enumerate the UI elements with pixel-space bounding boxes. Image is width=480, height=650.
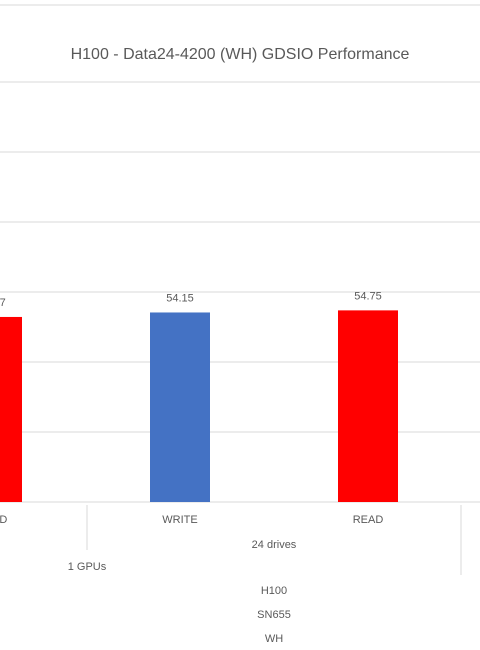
- group-label: SN655: [257, 609, 291, 621]
- data-label: 52.87: [0, 297, 6, 309]
- group-label: WH: [265, 633, 283, 645]
- x-tick-label: READ: [0, 514, 7, 526]
- chart-title: H100 - Data24-4200 (WH) GDSIO Performanc…: [71, 46, 410, 63]
- x-tick-label: READ: [353, 514, 384, 526]
- data-label: 54.15: [166, 292, 194, 304]
- data-label: 54.75: [354, 290, 382, 302]
- bar: [338, 310, 398, 502]
- group-label: 24 drives: [252, 539, 297, 551]
- bar: [0, 316, 22, 502]
- group-label: 1 GPUs: [68, 561, 107, 573]
- group-label: H100: [261, 585, 287, 597]
- x-tick-label: WRITE: [162, 514, 197, 526]
- bar: [150, 312, 210, 502]
